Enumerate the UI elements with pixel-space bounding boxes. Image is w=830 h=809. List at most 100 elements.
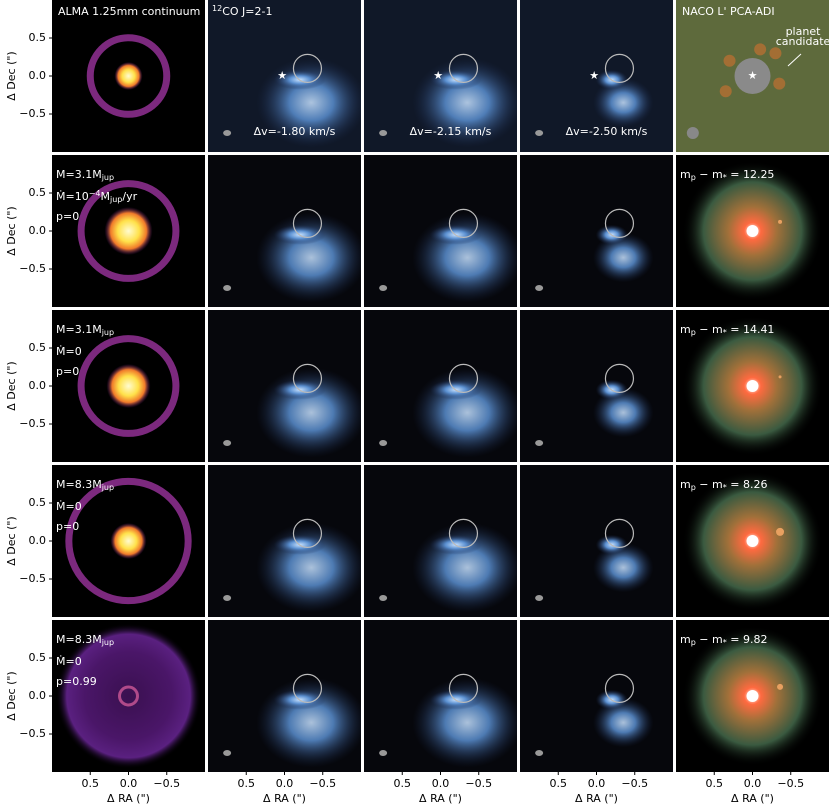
image-bg — [520, 310, 673, 462]
p-label: p=0 — [56, 210, 79, 223]
column-title: 12CO J=2-1 — [212, 4, 272, 18]
panel — [676, 155, 829, 307]
contrast-label: mp − m* = 14.41 — [680, 323, 774, 337]
mdot-label: Ṁ=0 — [56, 500, 82, 513]
x-tick-label: −0.5 — [465, 777, 492, 790]
mass-label-part: jup — [101, 483, 114, 492]
x-tick-label: 0.5 — [550, 777, 568, 790]
planet-arrow — [787, 53, 802, 67]
mdot-label-part: −4 — [89, 189, 101, 198]
mask — [734, 58, 771, 94]
contrast-label-part: − m — [696, 478, 723, 491]
core — [110, 523, 147, 559]
column-title: ALMA 1.25mm continuum — [58, 5, 200, 18]
panel — [676, 310, 829, 462]
panel — [364, 465, 517, 617]
x-tick-label: 0.0 — [120, 777, 138, 790]
panel — [520, 620, 673, 772]
panel — [520, 465, 673, 617]
planet-circle — [448, 673, 479, 704]
y-tick-label: −0.5 — [19, 572, 46, 585]
image-bg — [520, 0, 673, 152]
y-tick-label: −0.5 — [19, 262, 46, 275]
title-sup: 12 — [212, 4, 222, 13]
planet-circle — [448, 518, 479, 549]
beam — [223, 285, 232, 291]
core — [114, 62, 143, 90]
panel — [364, 620, 517, 772]
title-main: CO J=2-1 — [222, 5, 272, 18]
inner-ring — [118, 685, 139, 707]
planet-circle — [604, 208, 635, 238]
velocity-label: Δv=-2.50 km/s — [566, 125, 648, 138]
velocity-label: Δv=-1.80 km/s — [254, 125, 336, 138]
x-tick-label: 0.5 — [238, 777, 256, 790]
disk — [55, 623, 202, 769]
beam — [535, 595, 544, 601]
mdot-label-part: Ṁ=0 — [56, 655, 82, 668]
mdot-label-part: Ṁ=0 — [56, 345, 82, 358]
planet-circle — [292, 363, 323, 393]
y-axis-label: Δ Dec (") — [5, 206, 18, 255]
contrast-label-part: p — [691, 173, 696, 182]
speckle — [769, 47, 782, 60]
y-tick-label: 0.5 — [29, 651, 47, 664]
star: ★ — [748, 69, 758, 82]
planet — [776, 527, 785, 536]
panel — [52, 465, 205, 617]
speckle — [754, 43, 767, 56]
contrast-label: mp − m* = 12.25 — [680, 168, 774, 182]
core — [104, 207, 153, 255]
mass-label-part: jup — [101, 173, 114, 182]
image-bg — [520, 155, 673, 307]
y-tick-label: 0.0 — [29, 379, 47, 392]
panel — [52, 155, 205, 307]
x-tick-label: −0.5 — [309, 777, 336, 790]
y-tick-label: −0.5 — [19, 107, 46, 120]
x-axis-label: Δ RA (") — [731, 792, 774, 805]
panel — [208, 465, 361, 617]
column-title: NACO L' PCA-ADI — [682, 5, 775, 18]
planet-circle — [604, 53, 635, 84]
mass-label-part: M=8.3M — [56, 633, 102, 646]
contrast-label-part: p — [691, 328, 696, 337]
panel — [676, 465, 829, 617]
mdot-label-part: jup — [109, 195, 122, 204]
beam — [686, 127, 699, 139]
mass-label-part: jup — [101, 638, 114, 647]
contrast-label-part: − m — [696, 633, 723, 646]
panel — [520, 155, 673, 307]
x-tick-label: 0.5 — [706, 777, 724, 790]
x-tick-label: 0.0 — [744, 777, 762, 790]
speckle — [723, 54, 736, 67]
y-tick-label: −0.5 — [19, 727, 46, 740]
beam — [379, 750, 388, 756]
core — [746, 690, 759, 702]
contrast-label-part: = 8.26 — [727, 478, 768, 491]
p-label: p=0 — [56, 520, 79, 533]
panel — [52, 310, 205, 462]
mdot-label-part: /yr — [122, 190, 137, 203]
co-emission — [593, 697, 654, 748]
image-bg — [520, 620, 673, 772]
contrast-label-part: * — [723, 328, 727, 337]
mdot-label: Ṁ=0 — [56, 345, 82, 358]
contrast-label-part: = 9.82 — [727, 633, 768, 646]
beam — [223, 750, 232, 756]
core — [746, 535, 759, 547]
panel — [364, 310, 517, 462]
planet-circle — [292, 518, 323, 549]
panel — [208, 620, 361, 772]
beam — [223, 595, 232, 601]
planet-circle — [448, 53, 479, 84]
contrast-label-part: * — [723, 638, 727, 647]
beam — [535, 285, 544, 291]
y-tick-label: 0.5 — [29, 341, 47, 354]
mass-label-part: jup — [101, 328, 114, 337]
panel — [208, 155, 361, 307]
contrast-label-part: − m — [696, 323, 723, 336]
panel — [52, 0, 205, 152]
x-axis-label: Δ RA (") — [263, 792, 306, 805]
contrast-label-part: = 14.41 — [727, 323, 775, 336]
